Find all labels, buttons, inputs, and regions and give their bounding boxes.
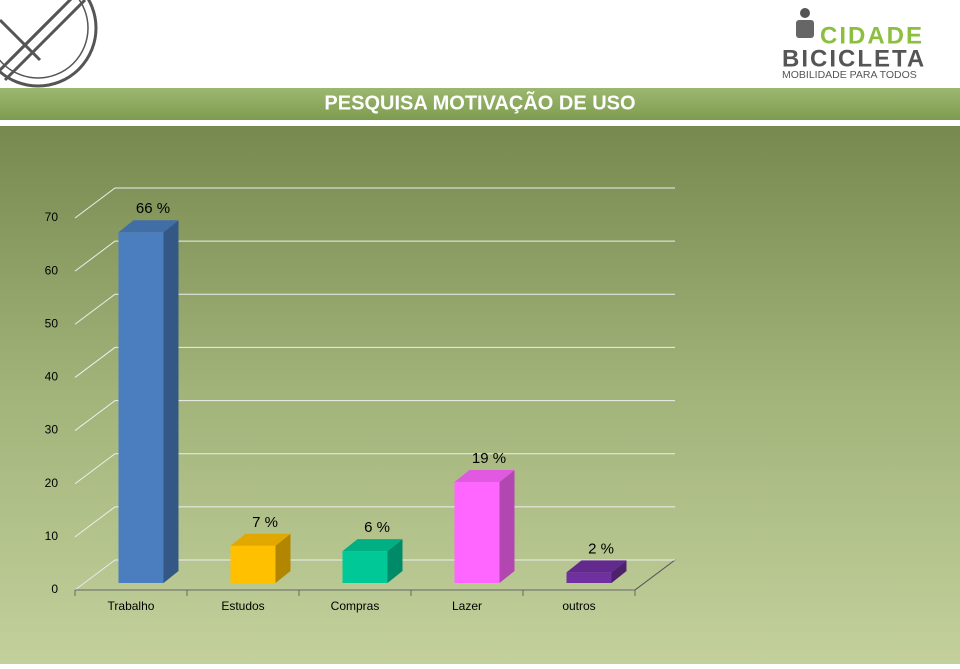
y-tick-label: 60	[45, 263, 59, 277]
y-tick-label: 0	[51, 582, 58, 596]
bar-top-shade	[566, 560, 627, 573]
bar-side-shade	[275, 533, 291, 583]
y-tick-label: 40	[45, 370, 59, 384]
grid-line	[74, 453, 675, 485]
bar-side	[275, 533, 291, 583]
x-tick-label: Compras	[331, 599, 380, 613]
x-tick-label: Trabalho	[108, 599, 155, 613]
title-band	[0, 88, 960, 120]
value-label: 2 %	[588, 540, 614, 557]
y-tick-label: 20	[45, 476, 59, 490]
bar-side-shade	[387, 539, 403, 583]
bar-side	[387, 539, 403, 583]
logo-tagline: MOBILIDADE PARA TODOS	[782, 69, 917, 81]
bar	[342, 551, 388, 583]
grid-line	[74, 240, 675, 272]
y-tick-label: 10	[45, 529, 59, 543]
logo-line2: BICICLETA	[782, 45, 926, 72]
wheel-logo	[0, 0, 98, 88]
bar-top-shade	[342, 539, 403, 552]
value-label: 6 %	[364, 519, 390, 536]
bar-side-shade	[499, 470, 515, 583]
bar	[454, 482, 500, 583]
bar-top	[454, 470, 515, 483]
logo-line1: CIDADE	[820, 22, 924, 49]
grid-line	[74, 400, 675, 431]
bar-top	[230, 533, 291, 546]
separator	[0, 120, 960, 126]
value-label: 66 %	[136, 200, 170, 217]
bar-side-shade	[163, 220, 179, 583]
slide-title: PESQUISA MOTIVAÇÃO DE USO	[324, 91, 635, 114]
x-tick-label: Estudos	[221, 599, 264, 613]
bar-top	[342, 539, 403, 552]
bar-side-shade	[611, 560, 627, 583]
bar	[566, 572, 612, 583]
header-bg	[0, 0, 960, 88]
y-tick-label: 50	[45, 316, 59, 330]
bar-top-shade	[454, 470, 515, 483]
bar-top	[566, 560, 627, 573]
bar-side	[611, 560, 627, 583]
bar	[230, 545, 276, 583]
grid-line	[74, 293, 675, 325]
x-tick-label: outros	[562, 599, 595, 613]
floor-edge	[634, 559, 676, 591]
bar-top	[118, 220, 179, 233]
bar-side	[499, 470, 515, 583]
x-tick-label: Lazer	[452, 599, 482, 613]
brand-logo: CIDADE BICICLETA MOBILIDADE PARA TODOS	[782, 8, 926, 81]
grid-line	[74, 346, 675, 378]
bar	[118, 232, 164, 583]
value-label: 19 %	[472, 450, 506, 467]
bar-side	[163, 220, 179, 583]
y-tick-label: 70	[45, 210, 59, 224]
grid-line	[74, 187, 675, 219]
chart: 0 10 20 30 40 50 60 70 Trabalho 66 % Estudos 7 % Com…	[45, 187, 677, 613]
y-tick-label: 30	[45, 423, 59, 437]
value-label: 7 %	[252, 514, 278, 531]
bar-top-shade	[230, 533, 291, 546]
bar-top-shade	[118, 220, 179, 233]
